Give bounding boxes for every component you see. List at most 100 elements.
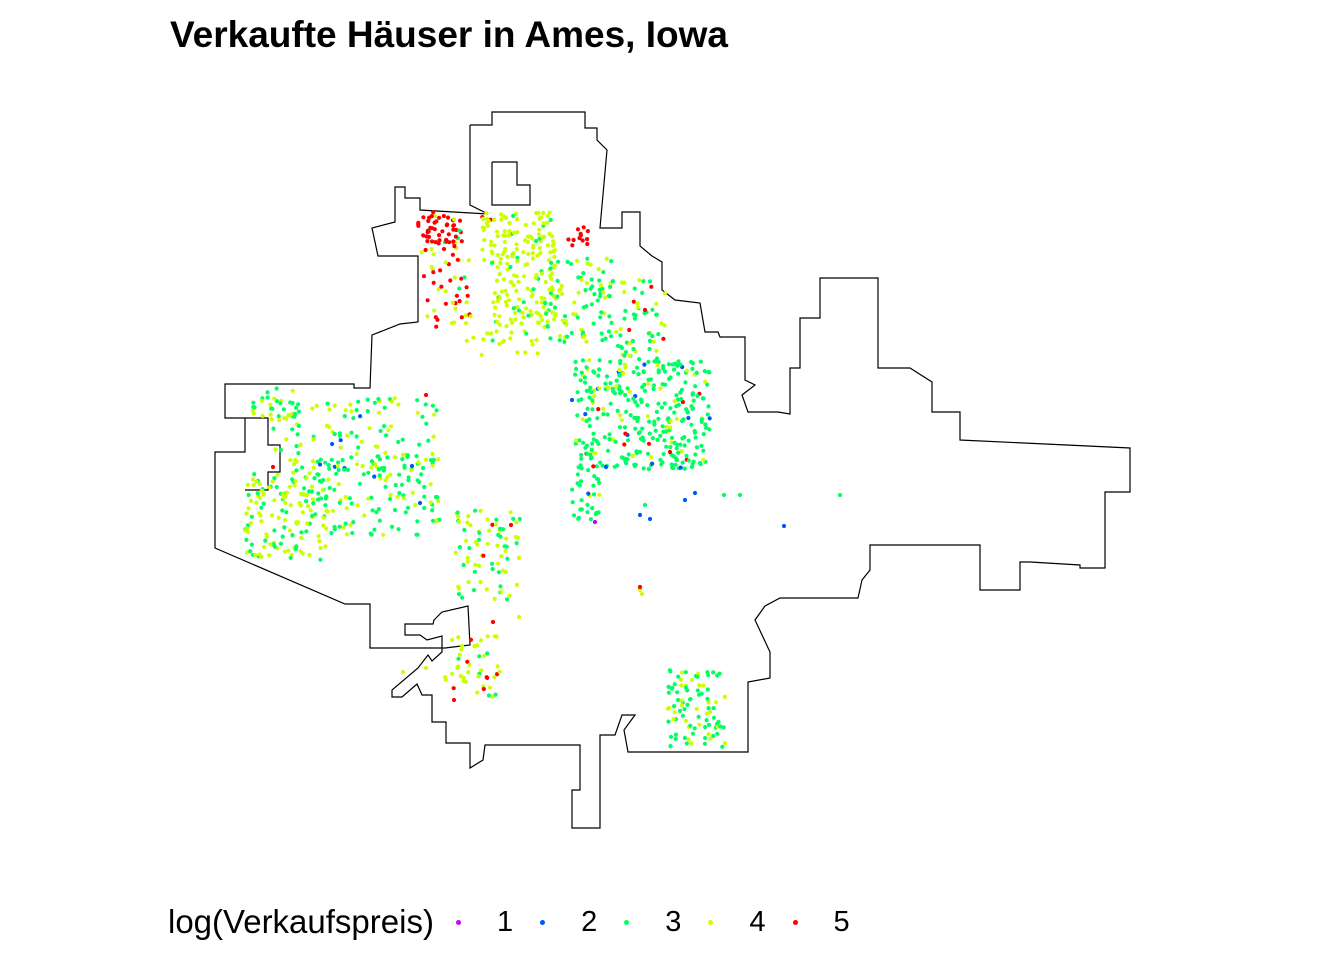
house-point-353	[562, 314, 568, 319]
house-point-1446	[706, 700, 711, 705]
house-point-975	[400, 437, 405, 442]
house-point-856	[265, 390, 270, 395]
house-point-1300	[498, 526, 503, 531]
house-point-1235	[428, 482, 433, 487]
house-point-1217	[396, 527, 401, 532]
house-point-117	[484, 211, 489, 216]
house-point-317	[535, 320, 541, 325]
house-point-1154	[337, 500, 342, 505]
house-point-725	[623, 431, 628, 436]
house-point-1101	[316, 472, 321, 477]
house-point-829	[585, 510, 590, 515]
house-point-864	[252, 405, 257, 410]
house-point-176	[541, 221, 546, 226]
house-point-369	[583, 288, 588, 293]
house-point-1383	[686, 737, 691, 742]
house-point-543	[590, 407, 595, 412]
house-point-1057	[256, 511, 262, 516]
house-point-270	[547, 287, 552, 292]
house-point-641	[658, 457, 663, 462]
house-point-1009	[285, 490, 290, 495]
house-point-1073	[317, 539, 322, 544]
house-point-832	[578, 479, 584, 484]
house-point-1256	[514, 541, 519, 546]
house-point-1413	[721, 725, 726, 730]
house-point-272	[499, 289, 504, 294]
house-point-893	[365, 397, 370, 402]
house-point-702	[672, 440, 677, 445]
house-point-1267	[487, 528, 492, 533]
house-point-1470	[637, 584, 643, 590]
house-point-1350	[484, 675, 489, 680]
house-point-950	[392, 396, 397, 401]
house-point-1166	[327, 466, 332, 471]
house-point-10	[452, 217, 457, 222]
house-point-867	[259, 398, 264, 403]
house-point-924	[310, 459, 316, 464]
house-point-1288	[457, 519, 462, 524]
house-point-1055	[293, 479, 298, 484]
house-point-750	[678, 442, 683, 447]
house-point-833	[575, 472, 581, 477]
house-point-1293	[517, 516, 522, 522]
house-point-684	[676, 450, 681, 455]
house-point-1162	[366, 470, 371, 475]
house-point-728	[640, 426, 645, 431]
house-point-301	[530, 342, 535, 347]
house-point-410	[601, 290, 606, 295]
house-point-1061	[275, 472, 280, 477]
house-point-1240	[472, 569, 477, 574]
house-point-876	[273, 447, 278, 452]
house-point-612	[592, 394, 597, 399]
house-point-1111	[316, 491, 321, 496]
house-point-1220	[360, 464, 365, 469]
house-point-54	[421, 215, 426, 220]
house-point-306	[515, 350, 520, 355]
house-point-1422	[706, 732, 711, 737]
house-point-1357	[494, 634, 499, 639]
house-point-1386	[714, 700, 719, 705]
house-point-1112	[307, 489, 312, 494]
house-point-224	[543, 280, 548, 285]
house-point-597	[613, 439, 618, 444]
house-point-300	[535, 351, 540, 356]
house-point-1283	[496, 561, 501, 566]
house-point-693	[707, 416, 712, 421]
house-point-943	[351, 416, 356, 421]
house-point-1203	[350, 530, 355, 536]
house-point-155	[514, 247, 519, 252]
house-point-1427	[682, 707, 687, 712]
house-point-827	[576, 516, 581, 521]
house-point-1394	[675, 697, 681, 703]
house-point-99	[464, 285, 469, 290]
house-point-484	[645, 403, 650, 408]
house-point-141	[514, 217, 520, 222]
house-point-852	[296, 402, 301, 407]
house-point-287	[509, 280, 514, 285]
house-point-721	[593, 451, 598, 456]
house-point-863	[284, 416, 289, 421]
house-point-1397	[708, 736, 713, 741]
house-point-616	[694, 445, 700, 450]
house-point-1047	[287, 484, 292, 489]
house-point-917	[436, 457, 441, 462]
house-point-107	[537, 246, 543, 251]
house-point-568	[704, 425, 709, 430]
house-point-1340	[465, 659, 470, 664]
house-point-1214	[343, 521, 348, 526]
house-point-785	[641, 438, 646, 443]
house-point-404	[564, 322, 569, 327]
house-point-577	[699, 419, 704, 424]
house-point-1074	[298, 491, 303, 496]
house-point-195	[552, 254, 557, 259]
house-point-1281	[460, 595, 465, 600]
house-point-1263	[490, 561, 495, 566]
house-point-1219	[434, 519, 439, 524]
house-point-708	[580, 358, 586, 363]
house-point-305	[471, 335, 476, 340]
house-point-1016	[288, 503, 293, 508]
house-point-425	[623, 308, 628, 313]
house-point-196	[492, 243, 497, 248]
house-point-935	[310, 406, 315, 411]
house-point-198	[547, 210, 552, 215]
